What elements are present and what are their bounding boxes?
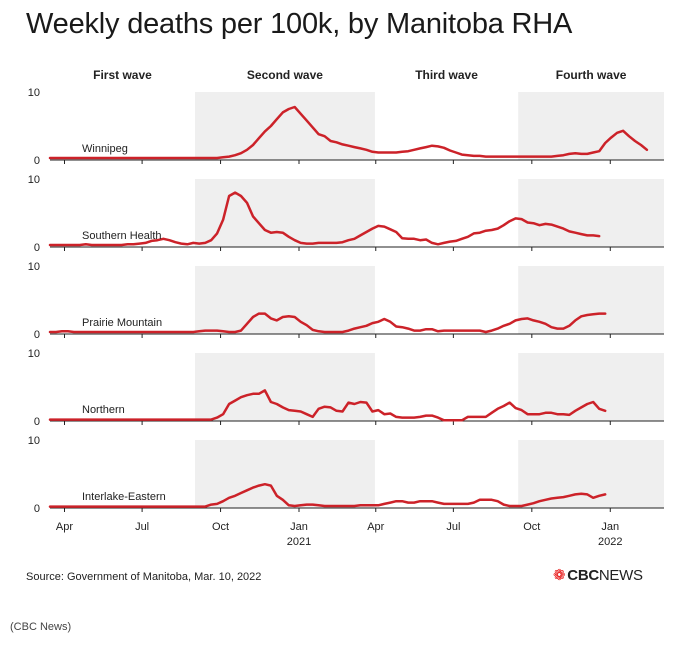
wave-shade-4 — [518, 92, 664, 160]
small-multiples-chart: First wave Second wave Third wave Fourth wa… — [28, 68, 664, 548]
wave-label-4: Fourth wave — [556, 68, 627, 82]
photo-credit: (CBC News) — [10, 621, 72, 633]
y-tick-label: 10 — [28, 348, 40, 360]
wave-shade-4 — [518, 353, 664, 421]
source-note: Source: Government of Manitoba, Mar. 10,… — [26, 571, 262, 583]
wave-shade-2 — [194, 353, 375, 421]
region-label: Interlake-Eastern — [82, 491, 166, 503]
y-tick-label: 0 — [34, 416, 40, 428]
y-tick-label: 10 — [28, 261, 40, 273]
series-line-winnipeg — [48, 105, 649, 160]
wave-shade-2 — [194, 266, 375, 334]
region-label: Prairie Mountain — [82, 317, 162, 329]
y-tick-label: 0 — [34, 503, 40, 515]
wave-shade-2 — [194, 440, 375, 508]
wave-shade-4 — [518, 179, 664, 247]
wave-shade-2 — [194, 92, 375, 160]
series-line-prairie-mountain — [48, 312, 607, 334]
x-tick-label: Jul — [446, 521, 460, 533]
y-tick-label: 0 — [34, 242, 40, 254]
cbc-news-logo: ❁ CBCNEWS — [553, 566, 643, 584]
y-tick-label: 0 — [34, 329, 40, 341]
x-tick-label: Jan — [601, 521, 619, 533]
wave-label-3: Third wave — [415, 68, 478, 82]
logo-cbc-text: CBC — [567, 567, 599, 584]
x-tick-label: Apr — [367, 521, 384, 533]
region-label: Southern Health — [82, 230, 162, 242]
region-label: Northern — [82, 404, 125, 416]
wave-shade-4 — [518, 266, 664, 334]
chart-title: Weekly deaths per 100k, by Manitoba RHA — [26, 8, 573, 40]
y-tick-label: 10 — [28, 435, 40, 447]
x-tick-label: Jan — [290, 521, 308, 533]
series-line-northern — [48, 389, 607, 422]
wave-label-1: First wave — [93, 68, 152, 82]
x-tick-year-label: 2021 — [287, 536, 311, 548]
y-tick-label: 10 — [28, 87, 40, 99]
y-tick-label: 0 — [34, 155, 40, 167]
logo-news-text: NEWS — [598, 567, 643, 584]
x-tick-label: Oct — [212, 521, 229, 533]
x-tick-label: Jul — [135, 521, 149, 533]
x-tick-label: Apr — [56, 521, 73, 533]
series-line-interlake-eastern — [48, 482, 607, 508]
wave-label-2: Second wave — [247, 68, 323, 82]
cbc-gem-icon: ❁ — [553, 567, 566, 584]
region-label: Winnipeg — [82, 143, 128, 155]
x-tick-label: Oct — [523, 521, 540, 533]
x-tick-year-label: 2022 — [598, 536, 622, 548]
wave-shade-2 — [194, 179, 375, 247]
series-line-southern-health — [48, 191, 601, 247]
y-tick-label: 10 — [28, 174, 40, 186]
